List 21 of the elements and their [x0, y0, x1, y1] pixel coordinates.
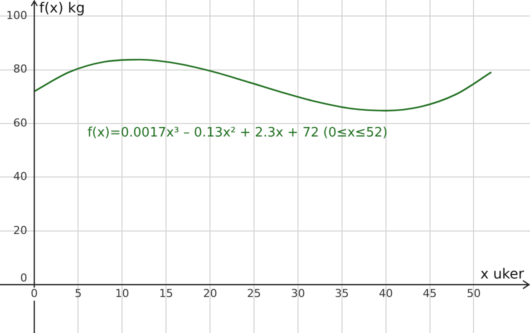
x-tick-label: 35 — [334, 287, 349, 300]
y-tick-label: 80 — [13, 62, 28, 76]
x-tick-label: 10 — [115, 287, 130, 300]
x-tick-label: 5 — [74, 287, 82, 300]
line-series — [33, 58, 492, 112]
y-tick-label: 20 — [13, 224, 28, 237]
x-tick-label: 25 — [247, 287, 262, 300]
x-tick-label: 20 — [203, 287, 218, 300]
y-tick-label: 0 — [20, 272, 28, 285]
y-tick-label: 100 — [6, 8, 28, 22]
x-axis-title: x uker — [480, 266, 524, 282]
y-tick-label: 40 — [13, 170, 28, 184]
x-tick-label: 30 — [290, 287, 305, 300]
x-tick-label: 15 — [159, 287, 174, 300]
annotation: f(x)=0.0017x³ – 0.13x² + 2.3x + 72 (0≤x≤52) — [87, 126, 388, 141]
y-tick-label: 60 — [13, 116, 28, 130]
x-tick-label: 40 — [378, 287, 393, 300]
x-tick-label: 45 — [422, 287, 437, 300]
x-tick-label: 0 — [30, 287, 38, 300]
y-axis-title: f(x) kg — [39, 0, 85, 17]
x-tick-label: 50 — [466, 287, 481, 300]
